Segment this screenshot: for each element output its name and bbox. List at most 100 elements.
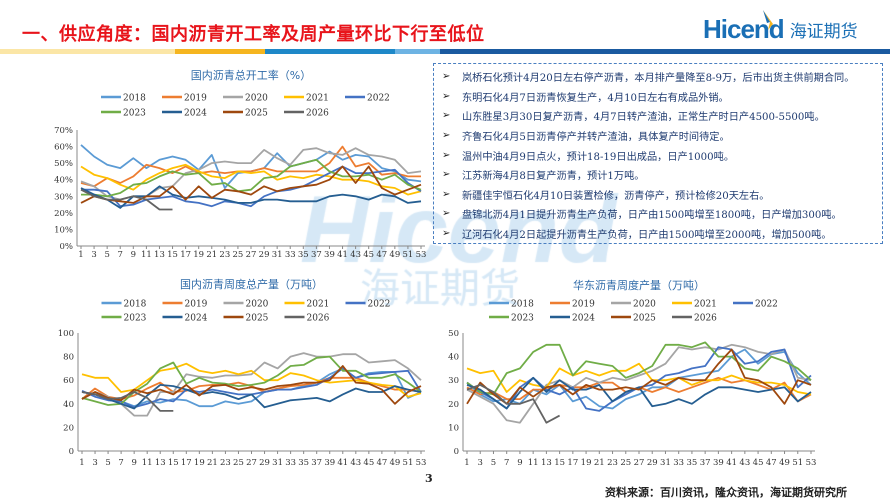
x-tick-label: 27 (246, 250, 257, 260)
series-line-2020 (81, 352, 422, 417)
series-line-2022 (466, 346, 812, 412)
x-tick-label: 21 (594, 458, 605, 468)
x-tick-label: 51 (792, 458, 803, 468)
x-tick-label: 3 (478, 458, 483, 468)
x-tick-label: 41 (337, 250, 348, 260)
legend-label-2020: 2020 (245, 94, 268, 104)
chart-title: 国内沥青周度总产量（万吨） (180, 277, 323, 291)
x-tick-label: 5 (105, 458, 110, 468)
bullet-arrow-icon: ➢ (442, 208, 451, 220)
x-tick-label: 31 (272, 458, 283, 468)
x-tick-label: 7 (504, 458, 509, 468)
x-tick-label: 53 (416, 458, 427, 468)
x-tick-label: 29 (259, 250, 270, 260)
band-segment (0, 49, 175, 54)
x-tick-label: 45 (363, 458, 374, 468)
legend-label-2018: 2018 (511, 300, 534, 310)
legend-label-2023: 2023 (124, 314, 147, 324)
news-text: 江苏新海4月8日复产沥青，预计1万吨。 (462, 171, 645, 183)
series-line-2021 (466, 362, 812, 396)
bullet-arrow-icon: ➢ (442, 228, 451, 240)
band-segment (265, 49, 395, 54)
series-line-2020 (466, 343, 812, 424)
series-line-2018 (466, 348, 812, 410)
legend-label-2022: 2022 (367, 94, 390, 104)
x-tick-label: 21 (206, 250, 217, 260)
legend-label-2026: 2026 (694, 314, 717, 324)
y-tick-label: 80 (63, 353, 74, 363)
x-tick-label: 37 (311, 458, 322, 468)
x-tick-label: 7 (118, 458, 123, 468)
x-tick-label: 45 (753, 458, 764, 468)
series-line-2024 (466, 376, 812, 410)
x-tick-label: 29 (259, 458, 270, 468)
x-tick-label: 13 (541, 458, 552, 468)
bullet-arrow-icon: ➢ (442, 149, 451, 161)
y-tick-label: 10 (448, 423, 459, 433)
x-tick-label: 31 (272, 250, 283, 260)
series-line-2026 (466, 384, 561, 424)
bullet-arrow-icon: ➢ (442, 110, 451, 122)
x-tick-label: 23 (219, 250, 230, 260)
legend-label-2026: 2026 (306, 109, 329, 119)
news-item: ➢ 盘锦北沥4月1日提升沥青生产负荷，日产由1500吨增至1800吨，日产增加30… (442, 204, 882, 224)
y-tick-label: 40% (54, 176, 73, 186)
x-tick-label: 41 (726, 458, 737, 468)
legend-label-2025: 2025 (633, 314, 656, 324)
legend-label-2025: 2025 (245, 109, 268, 119)
news-item: ➢ 新疆佳宇恒石化4月10日装置检修，沥青停产，预计检修20天左右。 (442, 185, 882, 205)
band-segment (175, 49, 265, 54)
series-line-2026 (80, 188, 173, 211)
series-line-2019 (81, 376, 422, 401)
x-tick-label: 9 (131, 458, 136, 468)
data-source: 资料来源：百川资讯，隆众资讯，海证期货研究所 (605, 486, 847, 499)
x-tick-label: 49 (779, 458, 790, 468)
x-tick-label: 51 (403, 458, 414, 468)
x-tick-label: 13 (154, 250, 165, 260)
x-tick-label: 33 (673, 458, 684, 468)
legend-label-2018: 2018 (123, 94, 146, 104)
y-tick-label: 10% (54, 225, 73, 235)
y-tick-label: 50% (54, 159, 73, 169)
x-tick-label: 17 (567, 458, 578, 468)
series-line-2023 (466, 341, 812, 396)
news-item: ➢ 辽河石化4月2日起提升沥青生产负荷，日产由1500吨增至2000吨，增加500… (442, 224, 882, 244)
x-tick-label: 49 (389, 250, 400, 260)
x-tick-label: 19 (581, 458, 592, 468)
x-tick-label: 5 (104, 250, 109, 260)
x-tick-label: 35 (687, 458, 698, 468)
band-segment (440, 49, 890, 54)
x-tick-label: 43 (350, 458, 361, 468)
x-tick-label: 35 (298, 250, 309, 260)
legend-label-2019: 2019 (185, 300, 208, 310)
logo: Hicend 海证期货 (703, 10, 858, 45)
x-tick-label: 17 (181, 458, 192, 468)
series-line-2025 (81, 365, 422, 405)
x-tick-label: 49 (390, 458, 401, 468)
legend-label-2019: 2019 (572, 300, 595, 310)
x-tick-label: 23 (220, 458, 231, 468)
news-text: 新疆佳宇恒石化4月10日装置检修，沥青停产，预计检修20天左右。 (462, 190, 770, 202)
news-text: 辽河石化4月2日起提升沥青生产负荷，日产由1500吨增至2000吨，增加500吨… (462, 230, 832, 242)
logo-text-cn: 海证期货 (789, 22, 858, 42)
news-item: ➢ 岚桥石化预计4月20日左右停产沥青，本月排产量降至8-9万，后市出货主供前期合… (442, 67, 882, 87)
chart-title: 华东沥青周度产量（万吨） (573, 278, 705, 292)
news-text: 齐鲁石化4月5日沥青停产并转产渣油，具体复产时间待定。 (462, 132, 730, 144)
x-tick-label: 33 (285, 458, 296, 468)
x-tick-label: 17 (180, 250, 191, 260)
series-line-2023 (81, 158, 422, 198)
x-tick-label: 1 (78, 250, 83, 260)
x-tick-label: 19 (194, 458, 205, 468)
x-tick-label: 15 (168, 458, 179, 468)
x-tick-label: 25 (233, 250, 244, 260)
y-tick-label: 0% (60, 242, 74, 252)
chart-title: 国内沥青总开工率（%） (191, 68, 311, 82)
y-tick-label: 0 (69, 447, 74, 457)
y-tick-label: 60 (63, 376, 74, 386)
plant-news-box: ➢ 岚桥石化预计4月20日左右停产沥青，本月排产量降至8-9万，后市出货主供前期合… (433, 63, 883, 244)
x-tick-label: 7 (118, 250, 123, 260)
y-tick-label: 50 (448, 329, 459, 339)
bullet-arrow-icon: ➢ (442, 71, 451, 83)
x-tick-label: 1 (464, 458, 469, 468)
